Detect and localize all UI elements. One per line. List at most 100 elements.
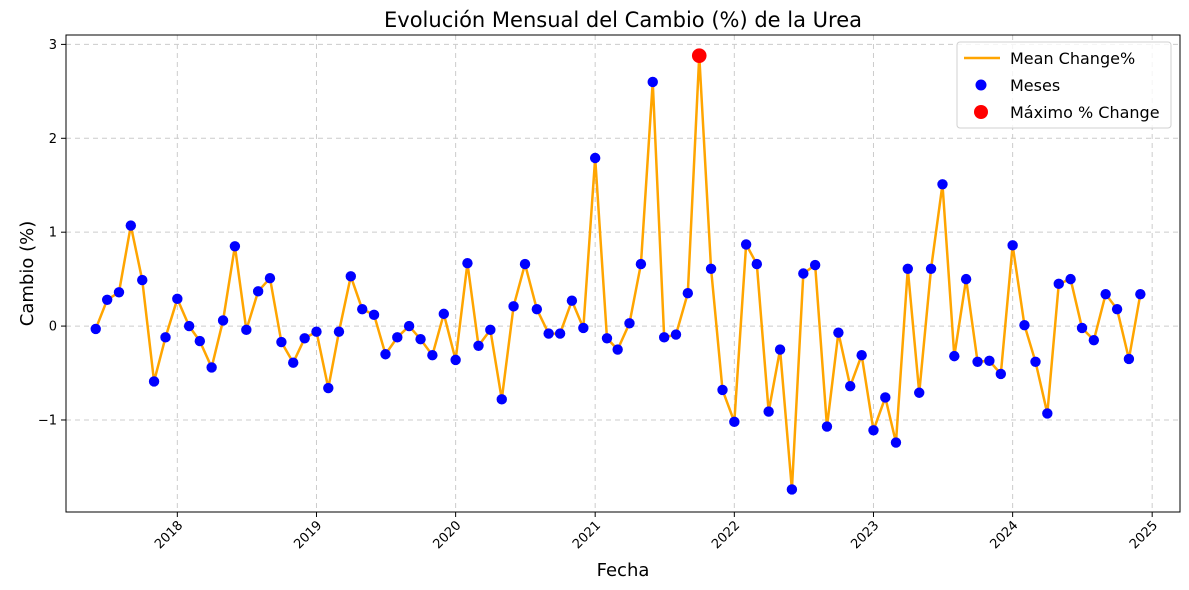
- data-point: [288, 357, 299, 368]
- data-point: [995, 368, 1007, 380]
- data-point: [647, 76, 658, 88]
- data-point: [113, 287, 125, 298]
- data-point: [438, 308, 450, 320]
- data-point: [1123, 353, 1135, 365]
- data-point: [1042, 408, 1053, 419]
- data-point: [1100, 288, 1111, 300]
- data-point: [172, 293, 183, 305]
- data-point: [357, 303, 368, 315]
- data-point: [450, 354, 461, 366]
- data-point: [763, 406, 774, 417]
- x-tick-label: 2019: [291, 518, 325, 552]
- data-point: [345, 271, 356, 282]
- data-point: [380, 349, 391, 360]
- data-point: [578, 322, 589, 334]
- data-point: [148, 376, 160, 387]
- data-point: [880, 392, 891, 403]
- x-axis-title: Fecha: [597, 560, 650, 581]
- chart-title: Evolución Mensual del Cambio (%) de la U…: [384, 8, 862, 32]
- legend: Mean Change% Meses Máximo % Change: [956, 41, 1172, 129]
- y-tick-label: 0: [49, 320, 57, 335]
- data-point: [90, 323, 101, 335]
- data-point: [531, 303, 543, 315]
- legend-points-swatch: [975, 79, 987, 91]
- x-tick-label: 2020: [430, 518, 464, 552]
- data-point: [299, 333, 310, 344]
- data-point: [635, 258, 647, 270]
- data-point: [821, 421, 833, 432]
- legend-max-swatch: [974, 105, 988, 119]
- data-point: [519, 258, 531, 270]
- x-axis: 2018 2019 2020 2021 2022 2023 2024 2025: [152, 512, 1161, 552]
- x-tick-label: 2025: [1127, 518, 1161, 552]
- data-point: [786, 484, 798, 495]
- data-point: [740, 239, 752, 250]
- data-point: [543, 328, 554, 339]
- data-point: [601, 333, 613, 344]
- data-point: [323, 382, 334, 394]
- data-point: [264, 272, 276, 284]
- data-point: [984, 355, 995, 367]
- data-point: [1065, 273, 1076, 285]
- data-point: [612, 344, 623, 355]
- y-tick-label: −1: [38, 413, 57, 428]
- data-point: [276, 336, 287, 348]
- data-point: [496, 394, 507, 405]
- data-point: [751, 258, 763, 270]
- data-point: [427, 349, 438, 361]
- data-point: [1007, 240, 1018, 251]
- data-point: [868, 425, 879, 436]
- plot-area: [65, 34, 1181, 513]
- points-area: [90, 48, 1146, 495]
- data-point: [902, 263, 913, 275]
- data-point: [1030, 356, 1041, 367]
- data-point: [485, 324, 496, 336]
- legend-label-maximo: Máximo % Change: [1010, 103, 1160, 122]
- data-point: [1053, 278, 1064, 290]
- data-point: [508, 301, 519, 312]
- legend-box: [956, 41, 1172, 129]
- x-tick-label: 2022: [709, 518, 743, 552]
- data-point: [1088, 334, 1100, 346]
- y-axis: −1 0 1 2 3: [38, 38, 66, 428]
- x-tick-label: 2023: [848, 518, 882, 552]
- data-point: [241, 324, 252, 336]
- data-point: [960, 273, 972, 285]
- data-point: [833, 327, 844, 338]
- data-point: [368, 309, 380, 321]
- data-point: [183, 320, 195, 332]
- data-point: [311, 326, 322, 337]
- data-point: [101, 294, 113, 305]
- x-tick-label: 2018: [152, 518, 186, 552]
- data-point: [845, 380, 856, 392]
- data-point: [856, 349, 867, 361]
- data-point: [194, 335, 206, 347]
- y-tick-label: 2: [49, 132, 57, 147]
- data-point: [415, 334, 426, 345]
- data-point: [774, 344, 786, 355]
- data-point: [206, 362, 217, 373]
- y-tick-label: 3: [49, 38, 57, 53]
- data-point: [554, 328, 566, 339]
- data-point: [914, 387, 925, 398]
- data-point: [462, 257, 473, 269]
- data-point: [670, 329, 682, 340]
- data-point: [229, 241, 241, 252]
- data-point: [252, 286, 264, 297]
- data-point: [333, 326, 345, 337]
- data-point: [1111, 303, 1123, 315]
- data-point: [624, 318, 635, 329]
- data-point: [217, 315, 229, 326]
- data-point: [937, 179, 948, 190]
- legend-label-mean-change: Mean Change%: [1010, 49, 1135, 68]
- max-point: [691, 48, 707, 63]
- data-point: [949, 350, 960, 362]
- y-axis-title: Cambio (%): [17, 221, 38, 326]
- x-tick-label: 2024: [987, 518, 1021, 552]
- legend-label-meses: Meses: [1010, 76, 1060, 95]
- data-point: [1019, 319, 1030, 331]
- data-point: [705, 263, 717, 275]
- data-point: [392, 332, 403, 343]
- data-point: [1076, 322, 1088, 334]
